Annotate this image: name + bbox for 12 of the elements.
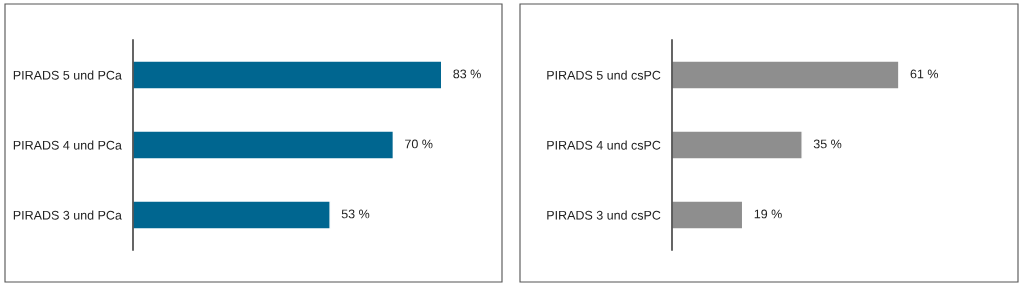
y-tick-label: PIRADS 3 und PCa <box>13 210 122 220</box>
y-tick-label: PIRADS 4 und PCa <box>13 140 122 150</box>
data-label: 83 % <box>453 69 481 79</box>
y-tick-label: PIRADS 4 und csPC <box>547 140 661 150</box>
data-label: 53 % <box>341 209 370 219</box>
y-tick-label: PIRADS 5 und PCa <box>13 70 122 80</box>
data-label: 35 % <box>813 139 842 149</box>
data-label: 19 % <box>754 209 782 219</box>
data-label: 70 % <box>405 139 433 149</box>
y-tick-label: PIRADS 3 und csPC <box>547 210 661 220</box>
data-label: 61 % <box>910 69 939 79</box>
y-tick-label: PIRADS 5 und csPC <box>547 70 661 80</box>
